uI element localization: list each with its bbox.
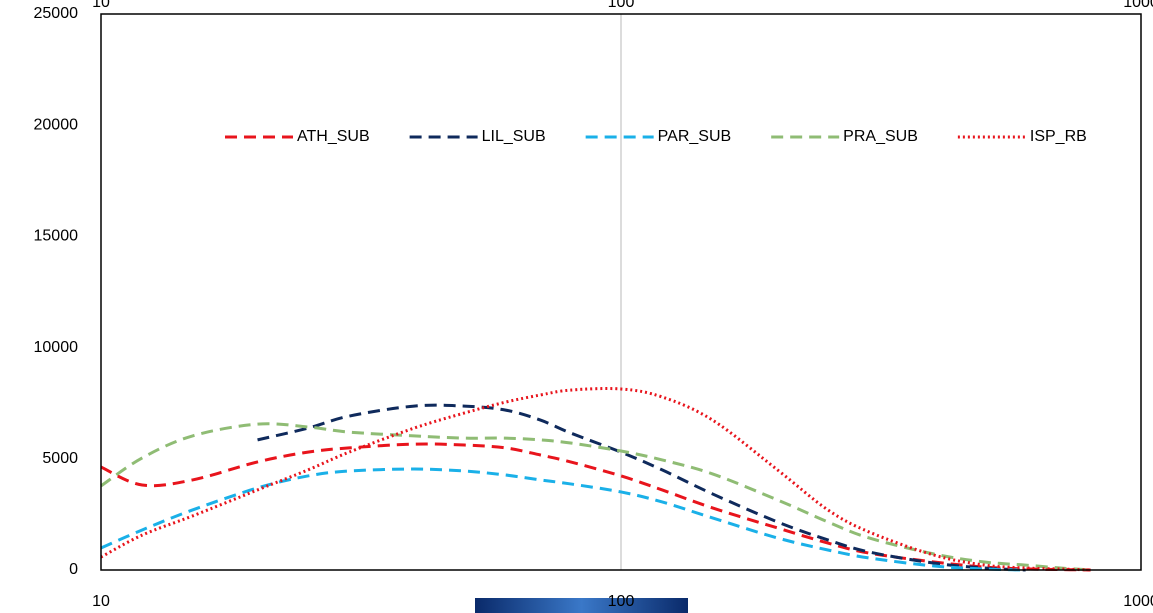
legend-label: ISP_RB bbox=[1030, 128, 1087, 145]
x-tick-label: 1000 bbox=[1123, 593, 1153, 610]
legend-label: LIL_SUB bbox=[482, 128, 546, 145]
y-tick-label: 15000 bbox=[34, 228, 79, 245]
decoration bbox=[475, 598, 688, 613]
series-line bbox=[100, 467, 1026, 572]
x2-tick-label: 1000 bbox=[1123, 0, 1153, 11]
series-line bbox=[100, 442, 1091, 572]
plot-border bbox=[100, 13, 1142, 571]
legend-label: PRA_SUB bbox=[843, 128, 918, 145]
y-tick-label: 5000 bbox=[42, 450, 78, 467]
y-tick-label: 20000 bbox=[34, 116, 79, 133]
x-tick-label: 10 bbox=[92, 593, 110, 610]
y-tick-label: 10000 bbox=[34, 339, 79, 356]
legend-label: PAR_SUB bbox=[658, 128, 732, 145]
x2-tick-label: 10 bbox=[92, 0, 110, 11]
x-tick-label: 100 bbox=[608, 593, 635, 610]
y-tick-label: 25000 bbox=[34, 5, 79, 22]
series-line bbox=[100, 422, 1091, 572]
series-line bbox=[257, 403, 1026, 572]
legend-label: ATH_SUB bbox=[297, 128, 370, 145]
x2-tick-label: 100 bbox=[608, 0, 635, 11]
series-line bbox=[100, 387, 1091, 572]
y-tick-label: 0 bbox=[69, 561, 78, 578]
